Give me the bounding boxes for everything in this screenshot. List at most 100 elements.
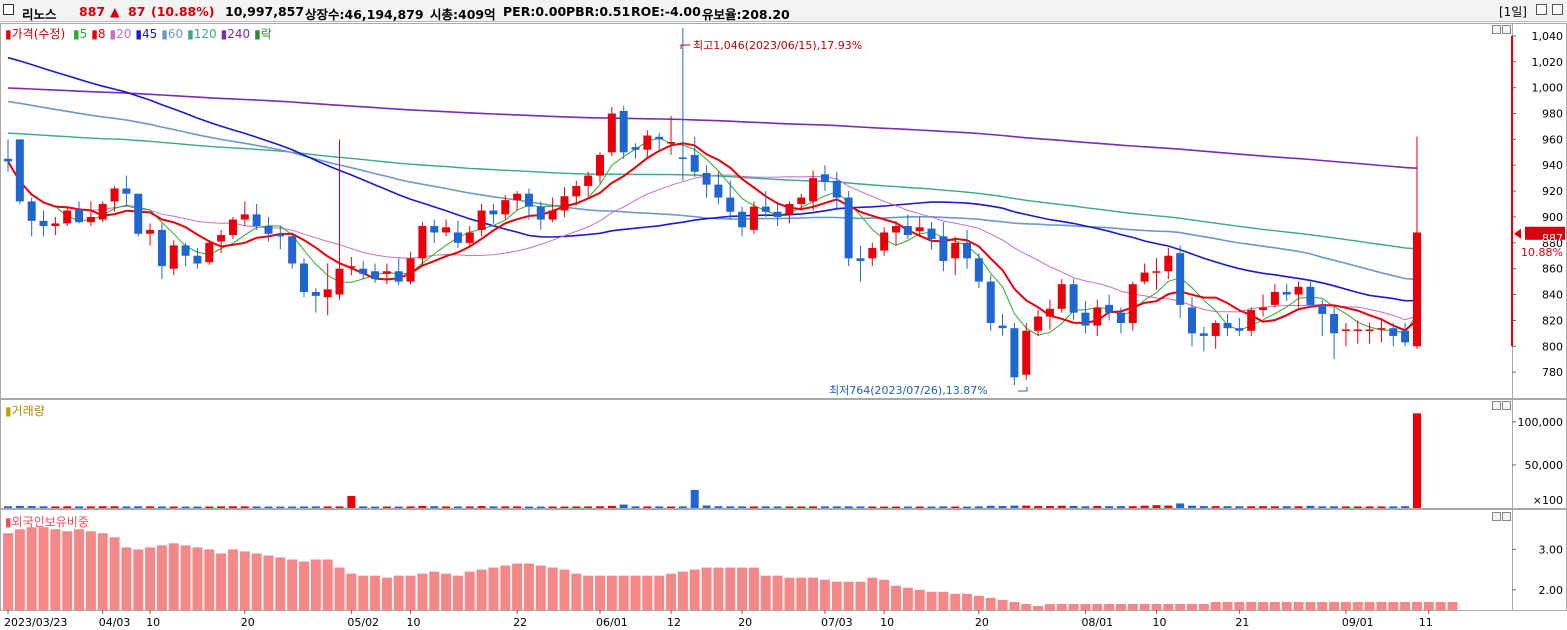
x-axis-label: 05/02 <box>347 616 379 629</box>
foreign-bar <box>1187 603 1197 610</box>
volume-bar <box>1034 506 1043 508</box>
close-icon[interactable] <box>1552 4 1563 15</box>
candle-body <box>584 175 593 186</box>
candle-body <box>146 229 155 234</box>
foreign-bar <box>346 573 357 610</box>
volume-bar <box>300 506 308 508</box>
price-legend: ▮가격(수정) ▮5 ▮8 ▮20 ▮45 ▮60 ▮120 ▮240 ▮락 <box>5 27 272 41</box>
foreign-bar <box>1447 601 1458 610</box>
volume-panel-close-icon[interactable] <box>1502 401 1511 410</box>
foreign-bar <box>133 549 144 610</box>
maximize-icon[interactable] <box>1536 4 1547 15</box>
x-axis-label: 10 <box>407 616 421 629</box>
volume-panel-restore-icon[interactable] <box>1492 401 1501 410</box>
ma-legend-item: ▮120 <box>187 27 217 41</box>
candle-body <box>442 227 451 233</box>
foreign-bar <box>1151 603 1162 610</box>
volume-bar <box>371 506 380 508</box>
volume-bar <box>122 506 131 508</box>
volume-bar <box>240 506 249 508</box>
volume-bar <box>927 506 936 508</box>
volume-bar <box>1140 505 1149 508</box>
foreign-bar <box>713 567 724 610</box>
foreign-bar <box>1352 601 1363 610</box>
last-price-box <box>1525 226 1565 240</box>
volume-bar <box>347 495 356 508</box>
foreign-bar <box>1317 601 1328 610</box>
volume-bar <box>1247 506 1256 508</box>
volume-y-label: 50,000 <box>1525 459 1564 472</box>
candle-body <box>394 271 403 282</box>
candle-body <box>371 271 380 280</box>
foreign-panel-close-icon[interactable] <box>1502 512 1511 521</box>
pbr-value: PBR:0.51 <box>566 4 631 19</box>
x-axis-label: 10 <box>146 616 160 629</box>
volume-bar <box>1057 505 1066 508</box>
foreign-bar <box>192 547 203 610</box>
foreign-bar <box>1400 601 1411 610</box>
volume-bar <box>1116 506 1125 508</box>
volume-bar <box>785 506 794 508</box>
select-checkbox[interactable] <box>3 4 14 15</box>
foreign-bar <box>263 555 274 610</box>
volume-bar <box>1022 505 1031 508</box>
foreign-bar <box>74 529 85 610</box>
volume-bar <box>1259 506 1268 508</box>
foreign-bar <box>1281 601 1292 610</box>
foreign-bar <box>583 575 594 610</box>
ma45-line <box>7 56 1417 302</box>
candle-body <box>63 210 72 224</box>
price-legend-title: 가격(수정) <box>11 27 66 41</box>
volume-bar <box>1164 505 1173 508</box>
foreign-legend-title: 외국인보유비중 <box>11 515 89 529</box>
foreign-bar <box>109 537 120 610</box>
price-y-label: 980 <box>1542 108 1563 121</box>
foreign-bar <box>441 573 452 610</box>
volume-bar <box>1128 506 1137 508</box>
volume-bar <box>880 506 889 508</box>
volume-bar <box>1412 413 1421 508</box>
volume-bar <box>560 506 569 508</box>
candle-body <box>1176 253 1185 305</box>
foreign-bar <box>14 529 25 610</box>
foreign-bar <box>523 563 534 610</box>
ma-legend-item: ▮8 <box>91 27 106 41</box>
candle-body <box>986 281 995 323</box>
volume-bar <box>892 506 900 508</box>
x-axis-label: 10 <box>1152 616 1166 629</box>
foreign-bar <box>156 545 167 610</box>
price-panel-close-icon[interactable] <box>1502 25 1511 34</box>
volume-bar <box>442 506 451 508</box>
volume-bar <box>702 505 711 508</box>
volume-bar <box>797 506 806 508</box>
volume-bar <box>773 506 782 508</box>
foreign-bar <box>1104 603 1115 610</box>
foreign-bar <box>216 553 227 610</box>
roe-value: ROE:-4.00 <box>631 4 701 19</box>
foreign-bar <box>1293 601 1304 610</box>
candle-body <box>1164 255 1173 272</box>
volume-bar <box>761 506 770 508</box>
foreign-bar <box>1092 603 1103 610</box>
candle-body <box>430 226 439 233</box>
foreign-bar <box>1056 603 1067 610</box>
candle-body <box>1140 272 1149 282</box>
x-axis-label: 06/01 <box>596 616 628 629</box>
volume-bar <box>252 506 261 508</box>
candle-body <box>560 196 569 211</box>
low-pointer <box>1018 387 1028 392</box>
candle-body <box>939 236 948 261</box>
foreign-bar <box>476 569 487 610</box>
volume-bar <box>477 506 486 508</box>
candle-body <box>1353 329 1362 331</box>
price-panel-restore-icon[interactable] <box>1492 25 1501 34</box>
foreign-bar <box>677 571 688 610</box>
volume-bar <box>667 506 676 508</box>
period-selector[interactable]: [1일] <box>1498 5 1527 19</box>
foreign-panel-restore-icon[interactable] <box>1492 512 1501 521</box>
candle-body <box>288 236 297 264</box>
candle-body <box>655 136 664 140</box>
foreign-bar <box>97 533 108 610</box>
ma120-line <box>7 132 1418 250</box>
